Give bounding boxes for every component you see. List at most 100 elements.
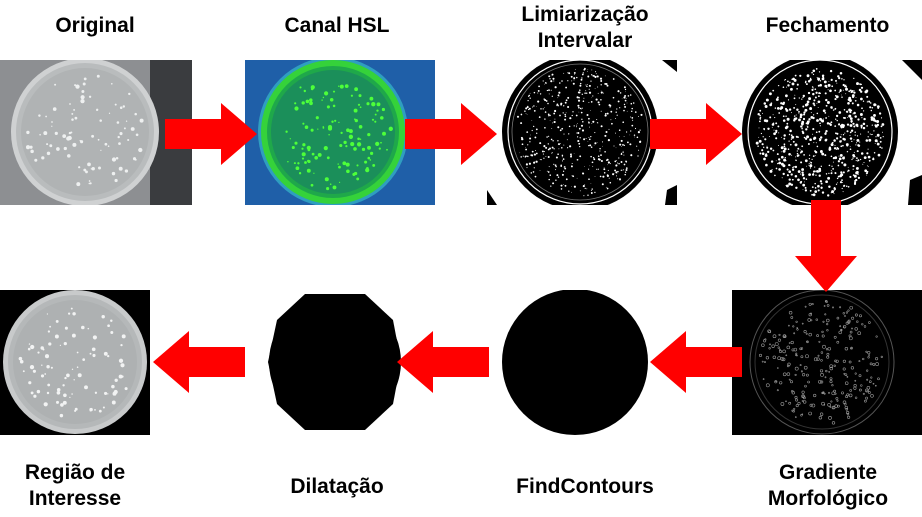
texture-speck [809,403,813,407]
texture-speck [547,102,549,105]
texture-speck [640,113,643,116]
texture-speck [855,166,859,170]
texture-speck [832,168,834,170]
label-gradiente: Gradiente Morfológico [740,460,916,512]
texture-speck [839,136,842,138]
texture-speck [634,111,637,113]
texture-speck [847,309,850,312]
texture-speck [841,96,843,98]
texture-speck [40,374,45,378]
texture-speck [294,106,299,111]
texture-speck [800,414,803,417]
texture-speck [820,186,823,189]
texture-speck [130,127,135,131]
texture-speck [535,150,537,151]
texture-speck [583,138,586,141]
texture-speck [779,381,783,385]
texture-speck [845,111,848,113]
texture-speck [855,142,858,144]
texture-speck [836,119,838,122]
texture-speck [573,185,576,188]
texture-speck [842,171,845,174]
texture-speck [797,401,801,405]
texture-speck [870,134,872,136]
texture-speck [64,326,68,330]
texture-speck [778,161,782,165]
texture-speck [793,166,795,168]
texture-speck [562,170,565,172]
label-fechamento: Fechamento [745,13,910,39]
texture-speck [833,389,837,393]
texture-speck [869,133,871,135]
texture-speck [542,108,544,110]
texture-speck [763,119,767,122]
texture-speck [588,168,590,170]
texture-speck [627,95,630,97]
texture-speck [873,113,876,117]
texture-speck [41,364,43,366]
texture-speck [625,169,628,171]
texture-speck [306,145,311,150]
texture-speck [117,135,120,139]
texture-speck [527,99,529,102]
texture-speck [837,182,839,184]
texture-speck [842,126,845,129]
texture-speck [537,100,540,103]
texture-speck [759,109,762,112]
texture-speck [802,373,806,377]
texture-speck [782,349,786,354]
texture-speck [307,159,310,163]
texture-speck [859,113,863,116]
texture-speck [772,89,775,92]
texture-speck [792,166,794,169]
texture-speck [63,341,67,346]
texture-speck [317,128,319,130]
texture-speck [73,379,75,381]
texture-speck [18,356,23,361]
texture-speck [852,165,855,168]
texture-speck [877,377,880,381]
texture-speck [806,100,810,104]
texture-speck [569,117,572,120]
texture-speck [549,175,551,177]
texture-speck [547,156,550,158]
texture-speck [584,67,586,69]
texture-speck [603,172,606,174]
texture-speck [811,88,814,91]
texture-speck [767,329,771,333]
texture-speck [794,174,798,178]
label-canal-hsl-line1: Canal HSL [284,14,390,37]
texture-speck [866,125,868,127]
texture-speck [837,123,841,126]
texture-speck [630,130,632,132]
texture-speck [857,118,860,121]
texture-speck [824,299,828,303]
texture-speck [626,110,628,112]
texture-speck [765,163,768,167]
texture-speck [819,369,824,373]
texture-speck [590,192,593,194]
texture-speck [793,332,796,335]
texture-speck [128,92,131,96]
texture-speck [804,103,808,107]
texture-speck [876,120,880,123]
texture-speck [538,116,541,118]
texture-speck [801,173,805,176]
texture-speck [766,99,769,102]
texture-speck [33,394,37,398]
texture-speck [834,125,837,127]
texture-speck [547,143,549,145]
texture-speck [357,103,361,106]
texture-speck [828,80,830,82]
texture-speck [836,132,839,135]
texture-speck [875,335,878,338]
texture-speck [821,191,825,194]
texture-speck [779,107,783,111]
texture-speck [842,312,846,315]
texture-speck [859,141,861,143]
texture-speck [873,151,876,154]
arrow-right-2 [405,103,497,165]
texture-speck [831,171,833,173]
texture-speck [608,177,610,179]
texture-speck [107,354,110,358]
